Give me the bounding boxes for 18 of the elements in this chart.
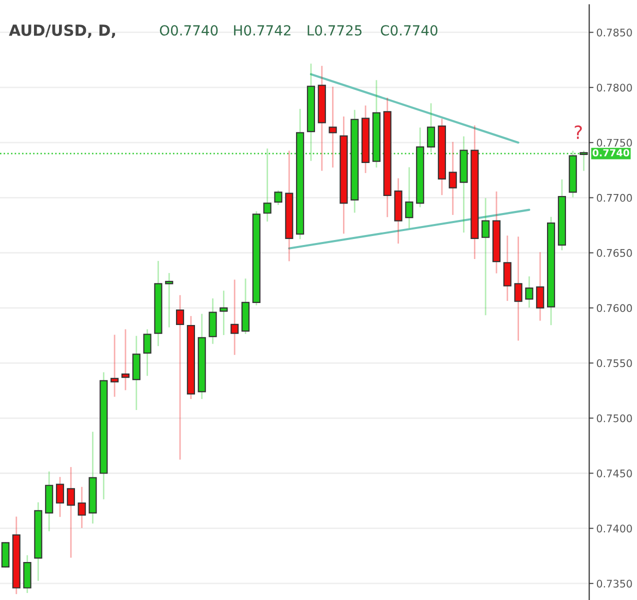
y-tick-label: 0.7800	[596, 84, 632, 92]
y-tick-label: 0.7350	[596, 580, 632, 588]
y-tick-label: 0.7850	[596, 28, 632, 36]
annotation: L0.7725	[308, 25, 362, 36]
y-tick-label: 0.7400	[596, 524, 632, 532]
y-tick-label: 0.7550	[596, 359, 632, 368]
annotation: ?	[574, 125, 582, 139]
y-tick-label: 0.7700	[596, 194, 632, 202]
y-tick-label: 0.7750	[596, 138, 632, 147]
text: AUD/USD, D,	[8, 24, 115, 38]
annotation: O0.7740	[160, 25, 218, 36]
ref-line-label: 0.7740	[592, 149, 630, 156]
y-tick-label: 0.7650	[596, 249, 632, 257]
annotation: H0.7742	[234, 25, 290, 36]
y-tick-label: 0.7450	[596, 469, 632, 478]
annotation: C0.7740	[380, 25, 438, 36]
y-tick-label: 0.7500	[596, 414, 632, 422]
y-tick-label: 0.7600	[596, 304, 632, 312]
